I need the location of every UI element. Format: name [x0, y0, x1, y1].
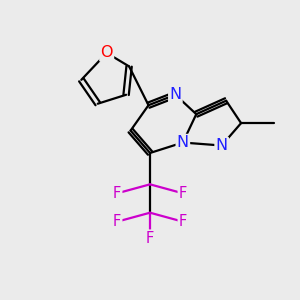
Text: F: F	[179, 214, 187, 229]
Text: O: O	[100, 46, 113, 61]
Text: N: N	[177, 135, 189, 150]
Text: F: F	[146, 231, 154, 246]
Text: F: F	[179, 186, 187, 201]
Text: F: F	[113, 214, 121, 229]
Text: N: N	[216, 138, 228, 153]
Text: N: N	[169, 87, 182, 102]
Text: F: F	[113, 186, 121, 201]
